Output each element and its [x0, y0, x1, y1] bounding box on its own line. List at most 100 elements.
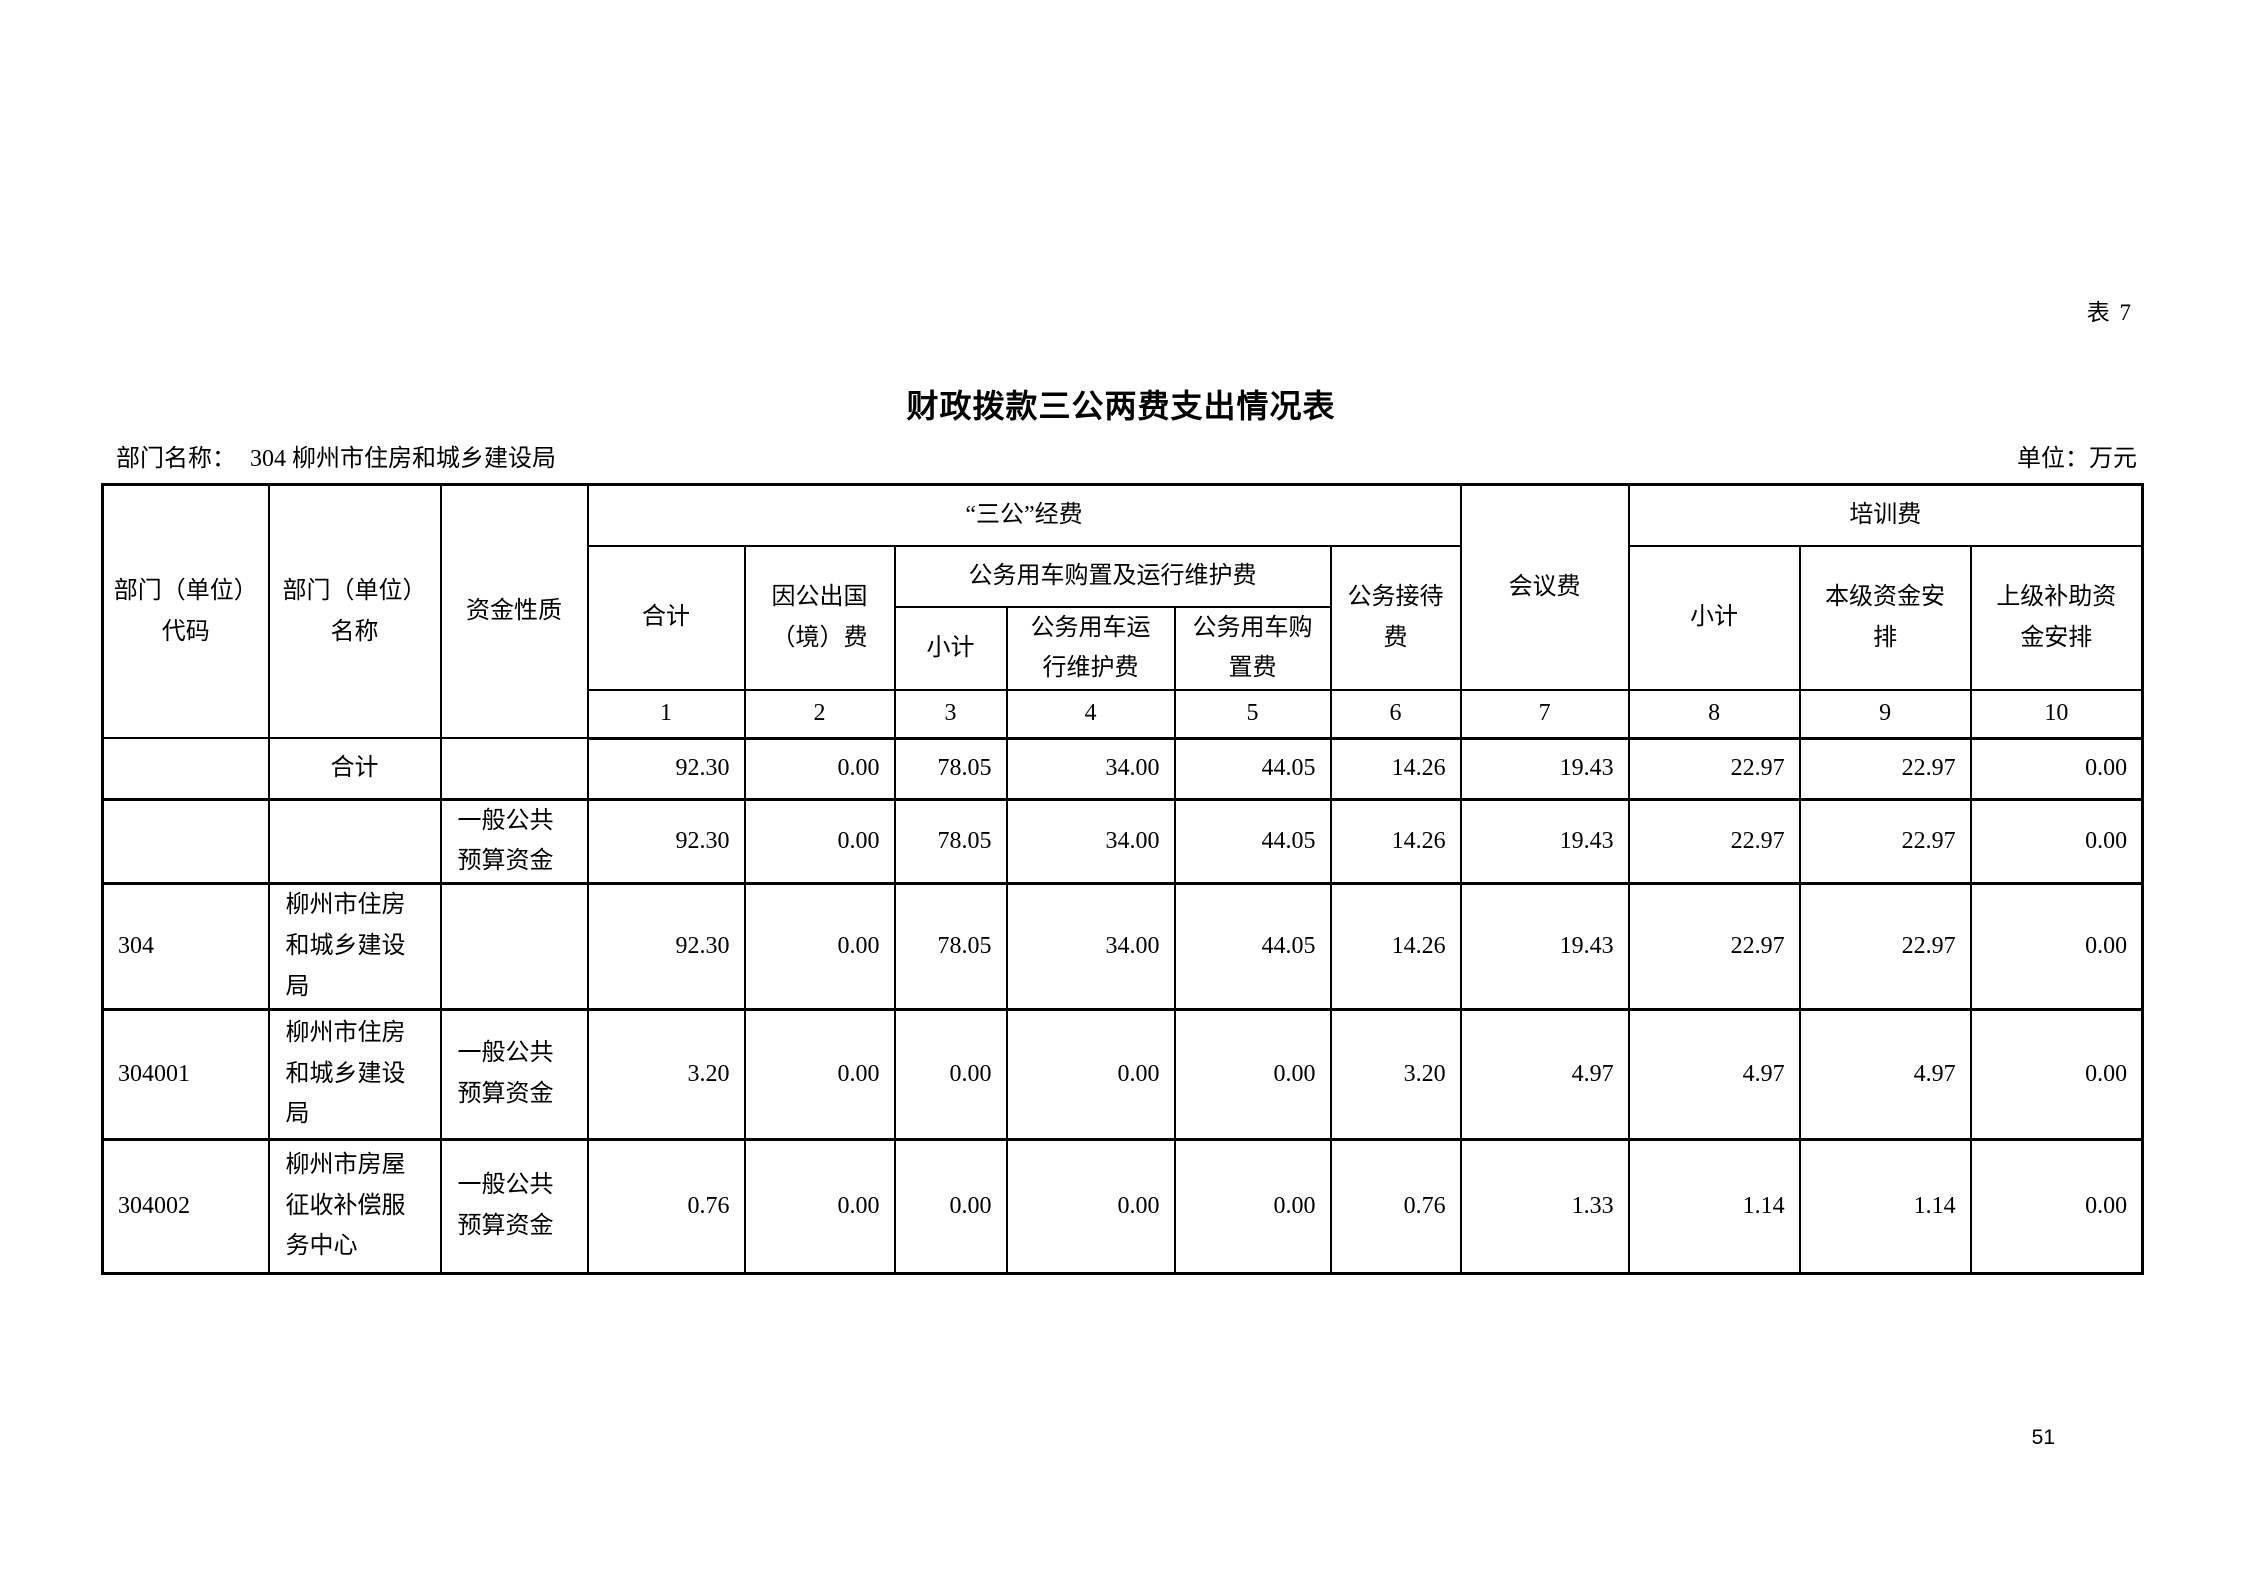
- value-cell: 0.00: [1173, 1008, 1332, 1141]
- value-cell: 4.97: [1798, 1008, 1972, 1141]
- header-reception-fee: 公务接待费: [1329, 544, 1462, 692]
- value-cell: 19.43: [1459, 798, 1630, 886]
- value-cell: 1.33: [1459, 1138, 1630, 1275]
- value-cell: 0.00: [1969, 1008, 2144, 1141]
- fund-cell: 一般公共预算资金: [439, 1008, 589, 1141]
- column-number: 3: [893, 689, 1008, 740]
- table-row-304: 304 柳州市住房和城乡建设局 92.30 0.00 78.05 34.00 4…: [101, 882, 2144, 1011]
- header-vehicle-operation: 公务用车运行维护费: [1005, 605, 1176, 692]
- header-row-1: 部门（单位）代码 部门（单位）名称 资金性质 “三公”经费 会议费 培训费: [101, 483, 2144, 740]
- value-cell: 4.97: [1627, 1008, 1801, 1141]
- value-cell: 78.05: [893, 737, 1008, 801]
- name-cell: 合计: [267, 737, 442, 801]
- header-abroad-fee: 因公出国（境）费: [743, 544, 896, 692]
- value-cell: 44.05: [1173, 798, 1332, 886]
- table-row-general-budget: 一般公共预算资金 92.30 0.00 78.05 34.00 44.05 14…: [101, 798, 2144, 886]
- value-cell: 0.76: [586, 1138, 746, 1275]
- value-cell: 44.05: [1173, 737, 1332, 801]
- code-cell: 304002: [101, 1138, 270, 1275]
- value-cell: 22.97: [1627, 798, 1801, 886]
- value-cell: 14.26: [1329, 882, 1462, 1011]
- column-number: 2: [743, 689, 896, 740]
- value-cell: 0.00: [1969, 737, 2144, 801]
- value-cell: 0.00: [743, 737, 896, 801]
- fund-cell: 一般公共预算资金: [439, 798, 589, 886]
- value-cell: 34.00: [1005, 882, 1176, 1011]
- header-dept-name: 部门（单位）名称: [267, 483, 442, 740]
- department-name-value: 304 柳州市住房和城乡建设局: [250, 446, 556, 472]
- header-training-subtotal: 小计: [1627, 544, 1801, 692]
- code-cell: 304001: [101, 1008, 270, 1141]
- value-cell: 44.05: [1173, 882, 1332, 1011]
- page-title: 财政拨款三公两费支出情况表: [906, 388, 1336, 424]
- value-cell: 0.00: [1969, 882, 2144, 1011]
- value-cell: 19.43: [1459, 882, 1630, 1011]
- name-cell: 柳州市住房和城乡建设局: [267, 882, 442, 1011]
- code-cell: 304: [101, 882, 270, 1011]
- value-cell: 14.26: [1329, 737, 1462, 801]
- value-cell: 0.00: [1173, 1138, 1332, 1275]
- value-cell: 14.26: [1329, 798, 1462, 886]
- value-cell: 34.00: [1005, 798, 1176, 886]
- value-cell: 22.97: [1798, 737, 1972, 801]
- table-row-304002: 304002 柳州市房屋征收补偿服务中心 一般公共预算资金 0.76 0.00 …: [101, 1138, 2144, 1275]
- page-number: 51: [2031, 1426, 2055, 1449]
- value-cell: 78.05: [893, 882, 1008, 1011]
- header-fund-nature: 资金性质: [439, 483, 589, 740]
- header-sangong-group: “三公”经费: [586, 483, 1462, 547]
- column-number: 10: [1969, 689, 2144, 740]
- value-cell: 0.00: [893, 1138, 1008, 1275]
- value-cell: 0.00: [1005, 1008, 1176, 1141]
- header-training-upper-funds: 上级补助资金安排: [1969, 544, 2144, 692]
- value-cell: 0.00: [1969, 798, 2144, 886]
- fund-cell: [439, 737, 589, 801]
- name-cell: [267, 798, 442, 886]
- header-row-3: 小计 公务用车运行维护费 公务用车购置费: [103, 605, 2143, 692]
- value-cell: 0.00: [1969, 1138, 2144, 1275]
- value-cell: 0.00: [743, 1138, 896, 1275]
- value-cell: 0.76: [1329, 1138, 1462, 1275]
- value-cell: 0.00: [743, 1008, 896, 1141]
- value-cell: 3.20: [586, 1008, 746, 1141]
- value-cell: 4.97: [1459, 1008, 1630, 1141]
- value-cell: 19.43: [1459, 737, 1630, 801]
- column-number: 4: [1005, 689, 1176, 740]
- value-cell: 92.30: [586, 798, 746, 886]
- header-total: 合计: [586, 544, 746, 692]
- value-cell: 34.00: [1005, 737, 1176, 801]
- value-cell: 0.00: [1005, 1138, 1176, 1275]
- header-vehicle-group: 公务用车购置及运行维护费: [893, 544, 1332, 608]
- column-number: 8: [1627, 689, 1801, 740]
- value-cell: 78.05: [893, 798, 1008, 886]
- value-cell: 92.30: [586, 737, 746, 801]
- value-cell: 0.00: [743, 882, 896, 1011]
- expenditure-table: 部门（单位）代码 部门（单位）名称 资金性质 “三公”经费 会议费 培训费 合计…: [101, 483, 2145, 1275]
- fund-cell: [439, 882, 589, 1011]
- value-cell: 22.97: [1627, 882, 1801, 1011]
- value-cell: 22.97: [1798, 798, 1972, 886]
- value-cell: 1.14: [1627, 1138, 1801, 1275]
- column-number: 7: [1459, 689, 1630, 740]
- fund-cell: 一般公共预算资金: [439, 1138, 589, 1275]
- value-cell: 92.30: [586, 882, 746, 1011]
- department-name-label: 部门名称：: [116, 446, 236, 472]
- header-vehicle-subtotal: 小计: [893, 605, 1008, 692]
- header-dept-code: 部门（单位）代码: [101, 483, 270, 740]
- code-cell: [101, 798, 270, 886]
- header-training-group: 培训费: [1627, 483, 2144, 547]
- header-meeting-fee: 会议费: [1459, 483, 1630, 692]
- table-row-total: 合计 92.30 0.00 78.05 34.00 44.05 14.26 19…: [101, 737, 2144, 801]
- header-row-column-numbers: 1 2 3 4 5 6 7 8 9 10: [103, 689, 2144, 740]
- table-row-304001: 304001 柳州市住房和城乡建设局 一般公共预算资金 3.20 0.00 0.…: [101, 1008, 2144, 1141]
- value-cell: 1.14: [1798, 1138, 1972, 1275]
- code-cell: [101, 737, 270, 801]
- name-cell: 柳州市住房和城乡建设局: [267, 1008, 442, 1141]
- column-number: 1: [586, 689, 746, 740]
- header-vehicle-purchase: 公务用车购置费: [1173, 605, 1332, 692]
- value-cell: 0.00: [893, 1008, 1008, 1141]
- value-cell: 0.00: [743, 798, 896, 886]
- table-number-label: 表 7: [2086, 300, 2133, 325]
- column-number: 5: [1173, 689, 1332, 740]
- value-cell: 22.97: [1627, 737, 1801, 801]
